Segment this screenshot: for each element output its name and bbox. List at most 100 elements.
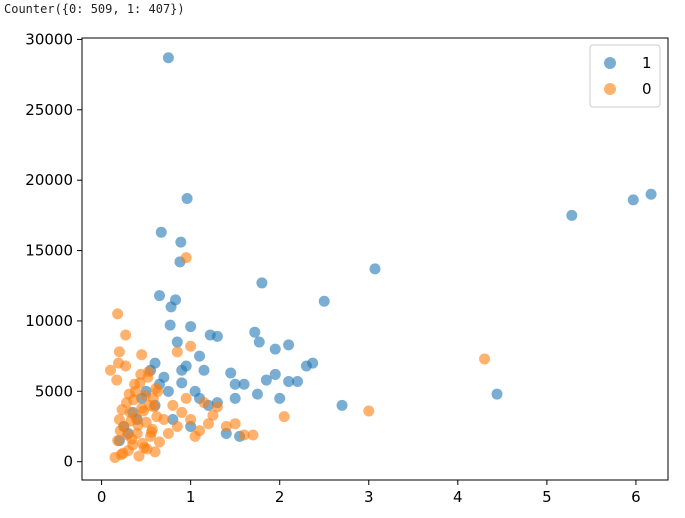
point (627, 194, 639, 206)
point (198, 364, 210, 376)
point (363, 405, 375, 417)
point (479, 353, 491, 365)
point (229, 392, 241, 404)
point (292, 375, 304, 387)
point (220, 421, 232, 433)
point (249, 326, 261, 338)
point (165, 301, 177, 313)
point (253, 336, 265, 348)
point (148, 401, 160, 413)
point (181, 192, 193, 204)
point (137, 437, 149, 449)
point (211, 401, 223, 413)
point (238, 378, 250, 390)
point (143, 366, 155, 378)
point (198, 397, 210, 409)
point (202, 418, 214, 430)
point (111, 374, 123, 386)
point (238, 429, 250, 441)
point (229, 378, 241, 390)
point (112, 435, 124, 447)
point (128, 394, 140, 406)
point (158, 413, 170, 425)
point (278, 411, 290, 423)
point (645, 188, 657, 200)
point (155, 226, 167, 238)
point (121, 429, 133, 441)
point (247, 429, 259, 441)
point (134, 377, 146, 389)
point (167, 399, 179, 411)
point (171, 336, 183, 348)
point (113, 357, 125, 369)
point (207, 409, 219, 421)
point (283, 339, 295, 351)
point (162, 428, 174, 440)
point (112, 308, 124, 320)
output-text: Counter({0: 509, 1: 407}) (4, 2, 185, 16)
plot-area (104, 52, 657, 463)
legend-marker (604, 83, 616, 95)
point (176, 377, 188, 389)
legend-label: 1 (642, 54, 652, 72)
y-tick-label: 0 (63, 453, 73, 471)
axes-frame (81, 37, 669, 481)
point (116, 404, 128, 416)
point (256, 277, 268, 289)
point (136, 349, 148, 361)
point (133, 450, 145, 462)
point (491, 388, 503, 400)
y-tick-label: 5000 (35, 382, 73, 400)
point (300, 360, 312, 372)
point (175, 236, 187, 248)
point (120, 329, 132, 341)
legend-marker (604, 57, 616, 69)
y-tick-label: 25000 (25, 101, 73, 119)
x-tick-label: 0 (97, 488, 107, 506)
x-tick-label: 6 (631, 488, 641, 506)
point (318, 295, 330, 307)
y-tick-label: 20000 (25, 171, 73, 189)
point (152, 385, 164, 397)
x-tick-label: 2 (275, 488, 285, 506)
point (194, 350, 206, 362)
point (117, 447, 129, 459)
point (162, 385, 174, 397)
point (164, 319, 176, 331)
point (225, 367, 237, 379)
point (130, 412, 142, 424)
point (180, 252, 192, 264)
point (369, 263, 381, 275)
point (153, 290, 165, 302)
point (185, 340, 197, 352)
point (185, 413, 197, 425)
y-tick-label: 30000 (25, 30, 73, 48)
point (211, 330, 223, 342)
point (171, 346, 183, 358)
y-tick-label: 15000 (25, 242, 73, 260)
point (171, 421, 183, 433)
y-tick-label: 10000 (25, 312, 73, 330)
point (162, 52, 174, 64)
point (139, 390, 151, 402)
point (180, 392, 192, 404)
point (104, 364, 116, 376)
point (260, 374, 272, 386)
point (269, 368, 281, 380)
point (185, 321, 197, 333)
point (274, 392, 286, 404)
point (194, 425, 206, 437)
legend-label: 0 (642, 80, 652, 98)
x-tick-label: 3 (364, 488, 374, 506)
point (176, 364, 188, 376)
x-tick-label: 5 (542, 488, 552, 506)
point (566, 209, 578, 221)
point (176, 406, 188, 418)
point (145, 426, 157, 438)
point (113, 346, 125, 358)
point (153, 436, 165, 448)
point (336, 399, 348, 411)
point (229, 418, 241, 430)
